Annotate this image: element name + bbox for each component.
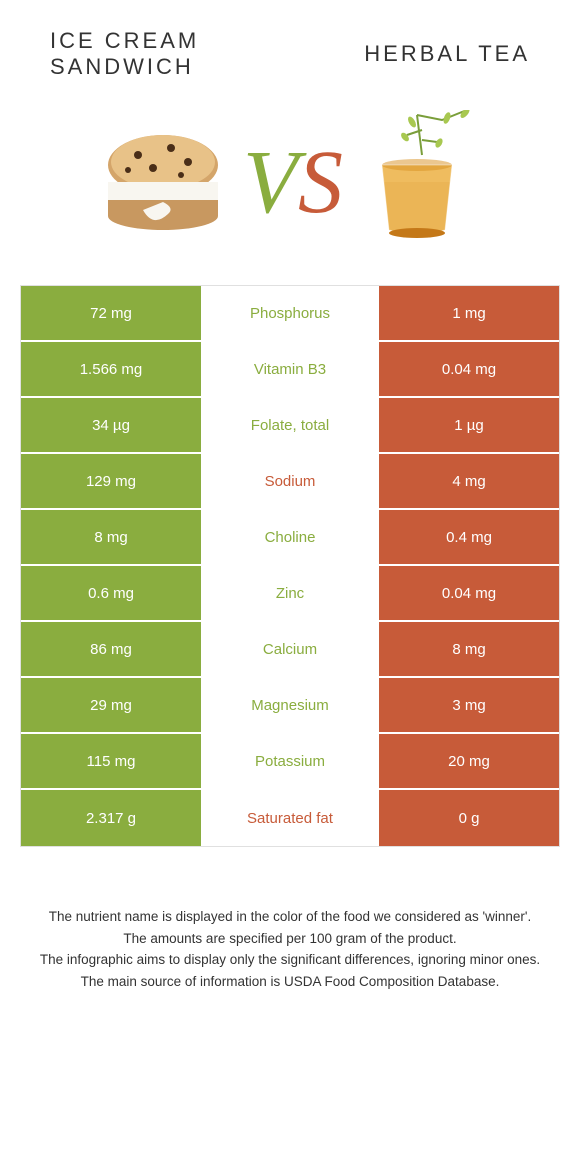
left-value-cell: 2.317 g bbox=[21, 790, 201, 846]
right-value-cell: 1 mg bbox=[379, 286, 559, 340]
right-value-cell: 20 mg bbox=[379, 734, 559, 788]
right-value-cell: 8 mg bbox=[379, 622, 559, 676]
right-value-cell: 0.04 mg bbox=[379, 566, 559, 620]
table-row: 29 mgMagnesium3 mg bbox=[21, 678, 559, 734]
left-value-cell: 115 mg bbox=[21, 734, 201, 788]
table-row: 8 mgCholine0.4 mg bbox=[21, 510, 559, 566]
left-value-cell: 86 mg bbox=[21, 622, 201, 676]
table-row: 129 mgSodium4 mg bbox=[21, 454, 559, 510]
comparison-table: 72 mgPhosphorus1 mg1.566 mgVitamin B30.0… bbox=[20, 285, 560, 847]
ice-cream-sandwich-icon bbox=[93, 120, 233, 245]
nutrient-label-cell: Potassium bbox=[201, 734, 379, 788]
nutrient-label-cell: Calcium bbox=[201, 622, 379, 676]
nutrient-label-cell: Sodium bbox=[201, 454, 379, 508]
table-row: 2.317 gSaturated fat0 g bbox=[21, 790, 559, 846]
footnote-line: The main source of information is USDA F… bbox=[30, 972, 550, 992]
nutrient-label-cell: Folate, total bbox=[201, 398, 379, 452]
left-value-cell: 34 µg bbox=[21, 398, 201, 452]
hero-row: VS bbox=[0, 80, 580, 285]
nutrient-label-cell: Choline bbox=[201, 510, 379, 564]
title-line: SANDWICH bbox=[50, 54, 194, 79]
vs-v: V bbox=[243, 133, 298, 232]
left-value-cell: 8 mg bbox=[21, 510, 201, 564]
footnotes: The nutrient name is displayed in the co… bbox=[0, 847, 580, 991]
right-value-cell: 0.4 mg bbox=[379, 510, 559, 564]
table-row: 115 mgPotassium20 mg bbox=[21, 734, 559, 790]
nutrient-label-cell: Vitamin B3 bbox=[201, 342, 379, 396]
left-value-cell: 72 mg bbox=[21, 286, 201, 340]
title-line: ICE CREAM bbox=[50, 28, 199, 53]
left-value-cell: 129 mg bbox=[21, 454, 201, 508]
right-value-cell: 3 mg bbox=[379, 678, 559, 732]
right-value-cell: 0.04 mg bbox=[379, 342, 559, 396]
table-row: 0.6 mgZinc0.04 mg bbox=[21, 566, 559, 622]
right-value-cell: 0 g bbox=[379, 790, 559, 846]
titles-row: ICE CREAM SANDWICH HERBAL TEA bbox=[0, 0, 580, 80]
herbal-tea-icon bbox=[347, 110, 487, 255]
left-value-cell: 1.566 mg bbox=[21, 342, 201, 396]
right-food-title: HERBAL TEA bbox=[290, 41, 530, 67]
footnote-line: The infographic aims to display only the… bbox=[30, 950, 550, 970]
table-row: 72 mgPhosphorus1 mg bbox=[21, 286, 559, 342]
footnote-line: The nutrient name is displayed in the co… bbox=[30, 907, 550, 927]
vs-label: VS bbox=[243, 131, 337, 234]
left-food-title: ICE CREAM SANDWICH bbox=[50, 28, 290, 80]
footnote-line: The amounts are specified per 100 gram o… bbox=[30, 929, 550, 949]
nutrient-label-cell: Magnesium bbox=[201, 678, 379, 732]
nutrient-label-cell: Phosphorus bbox=[201, 286, 379, 340]
nutrient-label-cell: Zinc bbox=[201, 566, 379, 620]
left-value-cell: 29 mg bbox=[21, 678, 201, 732]
right-value-cell: 4 mg bbox=[379, 454, 559, 508]
table-row: 86 mgCalcium8 mg bbox=[21, 622, 559, 678]
left-value-cell: 0.6 mg bbox=[21, 566, 201, 620]
table-row: 1.566 mgVitamin B30.04 mg bbox=[21, 342, 559, 398]
table-row: 34 µgFolate, total1 µg bbox=[21, 398, 559, 454]
vs-s: S bbox=[298, 133, 337, 232]
nutrient-label-cell: Saturated fat bbox=[201, 790, 379, 846]
right-value-cell: 1 µg bbox=[379, 398, 559, 452]
